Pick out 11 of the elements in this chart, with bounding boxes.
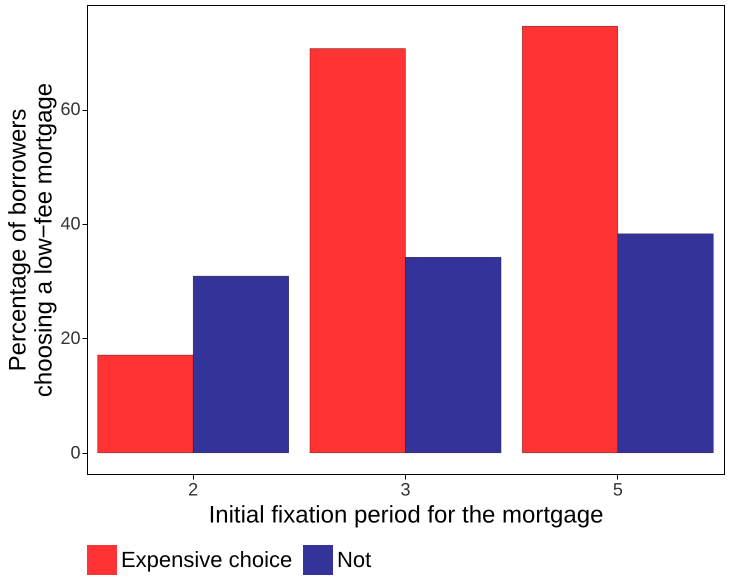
x-axis-title: Initial fixation period for the mortgage <box>208 502 604 528</box>
x-tick-label: 5 <box>612 480 623 500</box>
legend-label: Not <box>337 547 372 572</box>
y-tick-label: 20 <box>60 328 80 348</box>
y-tick-label: 40 <box>60 214 80 234</box>
x-tick-label: 2 <box>188 480 198 500</box>
legend-label: Expensive choice <box>121 547 292 572</box>
x-tick-label: 3 <box>400 480 411 500</box>
y-tick-label: 0 <box>70 442 80 462</box>
y-axis-title: Percentage of borrowers choosing a low−fee mortgage <box>4 82 58 398</box>
y-tick-label: 60 <box>60 99 80 120</box>
